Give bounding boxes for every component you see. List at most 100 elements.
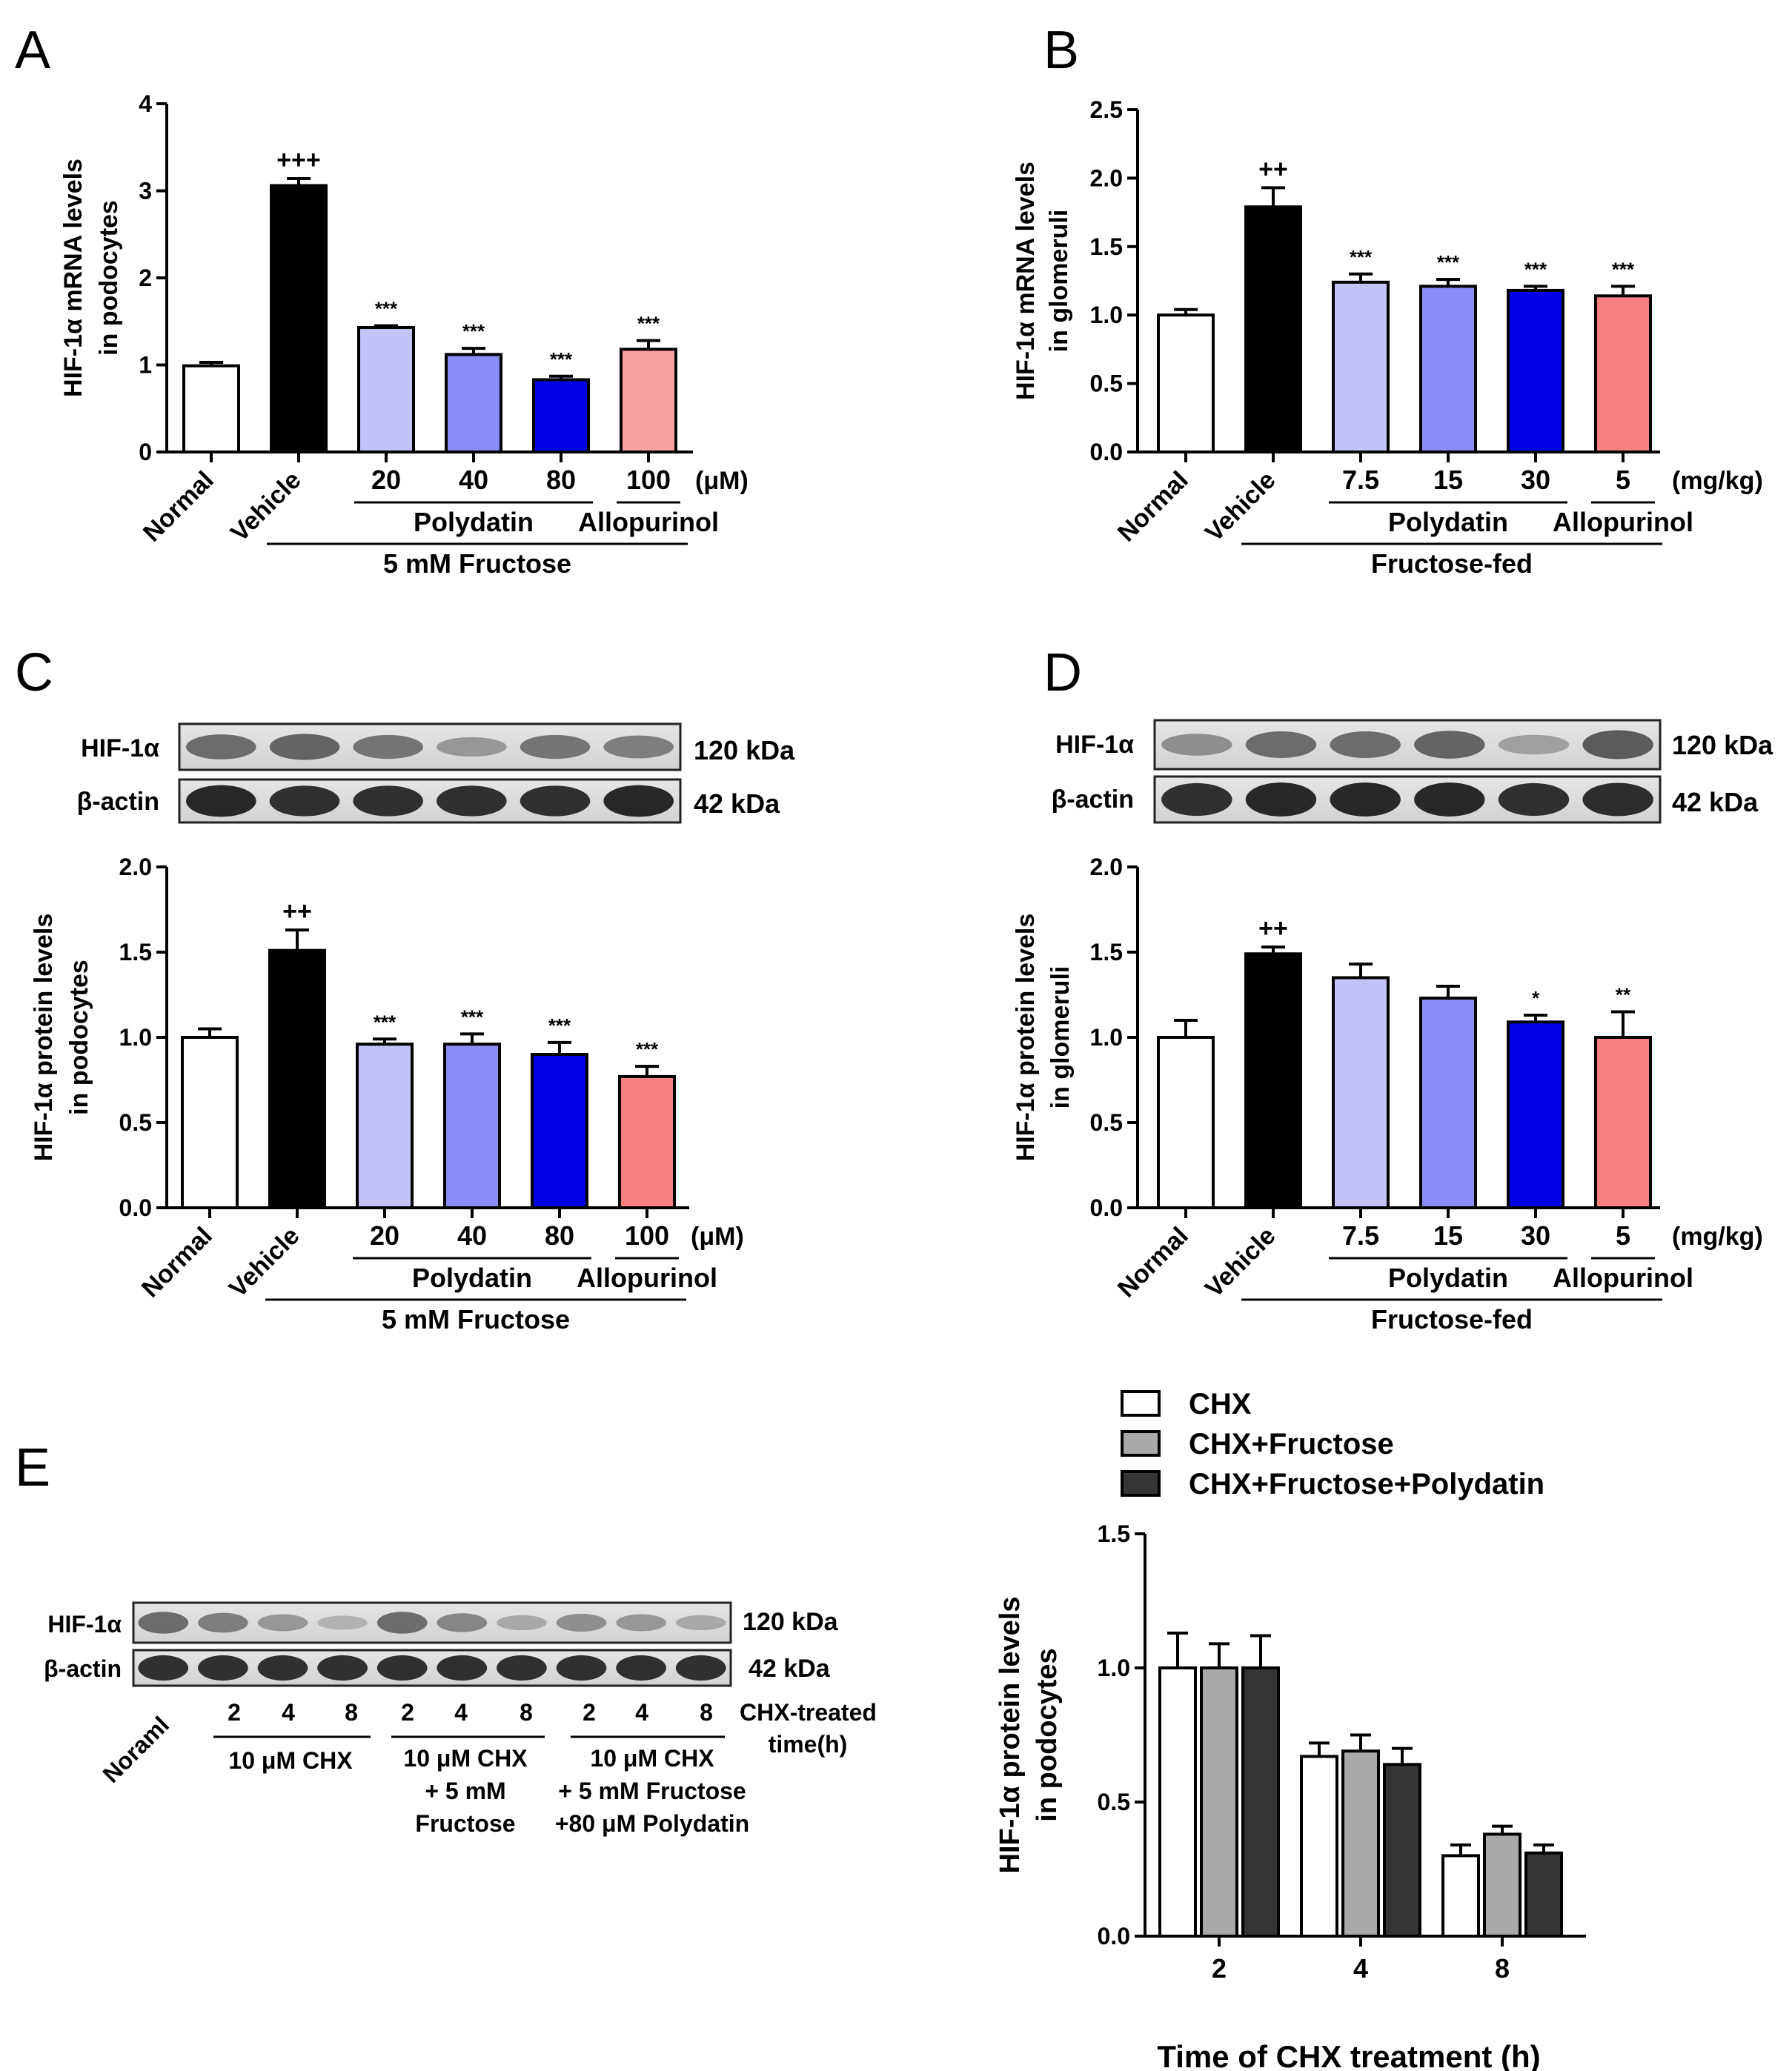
group-label: + 5 mM Fructose bbox=[558, 1778, 746, 1804]
blot-frame bbox=[178, 778, 682, 824]
chart-E: 0.0 0.5 1.0 1.5 HIF-1α protein levels in podo… bbox=[995, 1388, 1586, 2071]
blot-band bbox=[556, 1655, 607, 1681]
bar bbox=[1200, 1666, 1238, 1938]
blot-band bbox=[269, 785, 340, 817]
treatment-label: 5 mM Fructose bbox=[382, 1304, 570, 1334]
blot-band bbox=[675, 1615, 726, 1631]
bar bbox=[357, 325, 415, 453]
blot-band bbox=[353, 785, 423, 817]
blot-size: 42 kDa bbox=[1672, 787, 1759, 817]
y-tick-label: 0.0 bbox=[1098, 1923, 1130, 1949]
blot-actin-E bbox=[132, 1649, 732, 1687]
x-tick-label: 5 bbox=[1616, 1220, 1630, 1251]
legend-swatch bbox=[1121, 1430, 1161, 1457]
blot-band bbox=[437, 1655, 488, 1681]
x-tick-label: 20 bbox=[371, 465, 401, 495]
significance-mark: *** bbox=[550, 348, 573, 370]
blot-band bbox=[603, 785, 674, 817]
y-tick-label: 2.0 bbox=[1090, 164, 1123, 191]
blot-band bbox=[497, 1655, 547, 1681]
y-axis-label: HIF-1α mRNA levels bbox=[59, 159, 87, 397]
treatment-label: Fructose-fed bbox=[1371, 1304, 1533, 1334]
y-tick-label: 0.5 bbox=[119, 1109, 152, 1136]
x-tick-label: Normal bbox=[136, 1222, 218, 1303]
significance-mark: +++ bbox=[276, 146, 321, 174]
time-label: 4 bbox=[282, 1699, 295, 1726]
group-label: Polydatin bbox=[1388, 507, 1508, 537]
x-tick-label: 15 bbox=[1433, 465, 1463, 495]
x-tick-label: 40 bbox=[459, 465, 488, 495]
y-tick-label: 0.5 bbox=[1090, 370, 1123, 397]
unit-label: (mg/kg) bbox=[1672, 467, 1763, 495]
treatment-label: Fructose-fed bbox=[1371, 548, 1533, 579]
blot-size: 120 kDa bbox=[743, 1608, 839, 1636]
x-tick-label: 2 bbox=[1212, 1953, 1227, 1984]
significance-mark: *** bbox=[636, 1038, 659, 1060]
significance-mark: *** bbox=[461, 1005, 484, 1028]
blot-band bbox=[376, 1655, 428, 1681]
bar bbox=[1483, 1832, 1521, 1938]
significance-mark: *** bbox=[1524, 258, 1547, 280]
significance-mark: ++ bbox=[1258, 914, 1288, 943]
bar bbox=[1157, 1036, 1215, 1209]
x-tick-label: 7.5 bbox=[1342, 465, 1379, 495]
significance-mark: *** bbox=[1437, 251, 1460, 273]
y-tick-label: 1.0 bbox=[119, 1024, 152, 1051]
panel-letter: A bbox=[15, 21, 50, 80]
y-tick-label: 3 bbox=[139, 178, 152, 205]
y-tick-label: 0.0 bbox=[1090, 439, 1123, 465]
bar bbox=[1507, 288, 1564, 453]
blot-band bbox=[1161, 734, 1232, 756]
time-label: 2 bbox=[583, 1699, 596, 1726]
blot-band bbox=[437, 1613, 488, 1632]
time-label: 8 bbox=[700, 1699, 713, 1726]
blot-band bbox=[1498, 734, 1570, 755]
chart-C: 0.0 0.5 1.0 1.5 2.0 HIF-1α protein levels in p… bbox=[30, 854, 744, 1334]
y-tick-label: 0.5 bbox=[1090, 1109, 1123, 1136]
legend-swatch bbox=[1121, 1470, 1161, 1497]
group-label: Polydatin bbox=[1388, 1263, 1508, 1293]
y-tick-label: 1.0 bbox=[1090, 1024, 1123, 1051]
blot-band bbox=[437, 737, 507, 757]
bar bbox=[1594, 294, 1652, 453]
bar bbox=[1332, 976, 1390, 1209]
blot-band bbox=[556, 1613, 607, 1632]
unit-label: (μM) bbox=[691, 1223, 744, 1251]
bar bbox=[1419, 285, 1477, 453]
blot-band bbox=[1330, 731, 1401, 758]
y-tick-label: 2.5 bbox=[1090, 96, 1123, 123]
bar bbox=[1594, 1036, 1652, 1209]
panel-letter: C bbox=[15, 643, 53, 702]
blot-label: HIF-1α bbox=[81, 734, 159, 762]
y-tick-label: 0 bbox=[139, 439, 152, 465]
time-label: 4 bbox=[454, 1699, 468, 1726]
y-axis-label: in podocytes bbox=[1032, 1648, 1063, 1821]
blot-band bbox=[675, 1655, 726, 1681]
group-label: +80 μM Polydatin bbox=[555, 1810, 749, 1837]
x-tick-label: 40 bbox=[457, 1220, 487, 1251]
blot-band bbox=[1161, 782, 1232, 817]
y-tick-label: 0.5 bbox=[1098, 1789, 1130, 1815]
blot-band bbox=[1245, 731, 1317, 758]
y-tick-label: 1.5 bbox=[1098, 1520, 1130, 1547]
x-tick-label: 80 bbox=[545, 1220, 574, 1251]
bar bbox=[1158, 1666, 1197, 1938]
bar bbox=[1524, 1851, 1563, 1938]
y-tick-label: 0.0 bbox=[1090, 1194, 1123, 1221]
bar bbox=[1507, 1020, 1564, 1210]
blot-actin-C bbox=[178, 778, 682, 824]
blot-hif-D bbox=[1153, 719, 1662, 771]
bar bbox=[443, 1043, 501, 1209]
group-label: Allopurinol bbox=[1553, 507, 1693, 537]
blot-hif-E bbox=[132, 1601, 732, 1644]
blot-band bbox=[1498, 782, 1570, 817]
blot-band bbox=[497, 1615, 547, 1631]
x-tick-label: 30 bbox=[1521, 465, 1550, 495]
blot-actin-D bbox=[1153, 775, 1662, 824]
significance-mark: ** bbox=[1616, 984, 1631, 1006]
blot-frame bbox=[178, 722, 682, 771]
blot-frame bbox=[1153, 775, 1662, 824]
time-label: 8 bbox=[520, 1699, 533, 1726]
blot-band bbox=[198, 1655, 248, 1681]
bar bbox=[1300, 1755, 1338, 1938]
